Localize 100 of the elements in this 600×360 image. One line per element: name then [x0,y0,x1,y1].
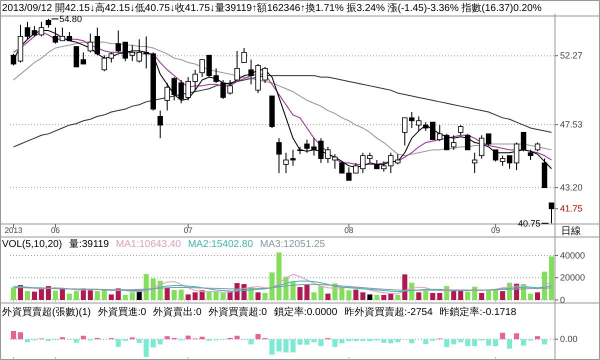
y-tick-label: 52.27 [560,50,583,61]
y-tick-label: 0 [560,295,566,305]
bar [116,339,121,347]
x-tick-label: 09 [491,226,501,235]
text: 日線 [561,226,581,237]
text: 昨鎖定率:-0.1718 [440,306,517,318]
bar [297,339,302,345]
bar [486,290,492,300]
y-tick-label: 40000 [560,250,586,260]
bar [164,288,170,300]
bar [94,291,100,300]
bar [206,292,212,300]
bar [186,336,191,340]
bar [353,290,358,300]
bar [500,332,506,340]
bar [374,294,380,300]
bar [346,290,352,300]
bar [178,290,184,300]
bar [507,339,512,349]
bar [270,272,275,300]
bar [500,291,506,300]
bar [102,290,107,300]
bar [130,292,135,300]
bar [388,294,394,300]
bar [52,290,58,300]
bar [74,291,79,300]
bar [542,339,548,344]
text: 昨外資買賣超:-2754 [344,306,434,318]
text: 0.00 [560,334,578,344]
bar [214,292,219,300]
bar [465,339,470,346]
bar [24,291,30,300]
bar [472,339,478,346]
bar [521,339,526,346]
text: 量:39119 [69,239,110,250]
bar [192,292,198,300]
bar [514,333,520,340]
bar [172,290,177,300]
bar [164,336,170,340]
text: MA1:10643.40 [116,239,182,250]
bar [528,294,534,300]
bar [108,294,114,300]
y-tick-label: 47.53 [560,120,583,130]
bar [262,292,268,300]
bar [381,339,386,343]
bar [479,292,484,300]
bar [325,294,330,300]
chart-title: 外資買賣超(張數)(1) [2,306,91,318]
bar [493,339,498,346]
bar [486,339,492,346]
bar [297,287,302,300]
text: 41.75 [560,204,583,214]
bar [388,339,394,344]
bar [220,292,226,300]
bar [416,292,422,300]
bar [548,256,554,300]
bar [18,332,23,340]
text: 外資買進:0 [98,306,147,318]
text: MA3:12051.25 [260,239,326,250]
bar [465,292,470,300]
bar [276,339,282,352]
annotation: 40.75 [518,218,541,228]
bar [276,252,282,300]
bar [88,290,93,300]
bar [360,292,366,300]
bar [270,339,275,355]
bar [402,274,408,300]
bar [24,339,30,342]
chart-title: VOL(5,10,20) [2,239,62,250]
text: MA2:15402.80 [188,239,254,250]
bar [444,339,450,348]
bar [256,334,261,340]
bar [381,294,386,300]
y-tick-label: 20000 [560,272,586,283]
bar [451,339,456,344]
bar [395,339,400,342]
bar [332,339,338,347]
bar [200,336,205,340]
bar [493,289,498,300]
bar [318,339,324,346]
bar [304,339,310,345]
bar [339,339,344,344]
bar [458,339,464,342]
bar [311,339,316,342]
bar [423,291,428,300]
bar [10,331,16,340]
x-tick-label: 06 [50,226,60,235]
bar [122,294,128,300]
bar [311,292,316,300]
y-tick-label: 43.20 [560,182,583,193]
bar [256,292,261,300]
bar [10,287,16,300]
x-tick-label: 08 [344,226,354,235]
bar [283,339,289,352]
bar [32,292,37,300]
bar [339,288,344,300]
x-tick-label: 07 [184,226,194,235]
bar [60,288,65,300]
bar [430,292,436,300]
bar [395,294,400,300]
